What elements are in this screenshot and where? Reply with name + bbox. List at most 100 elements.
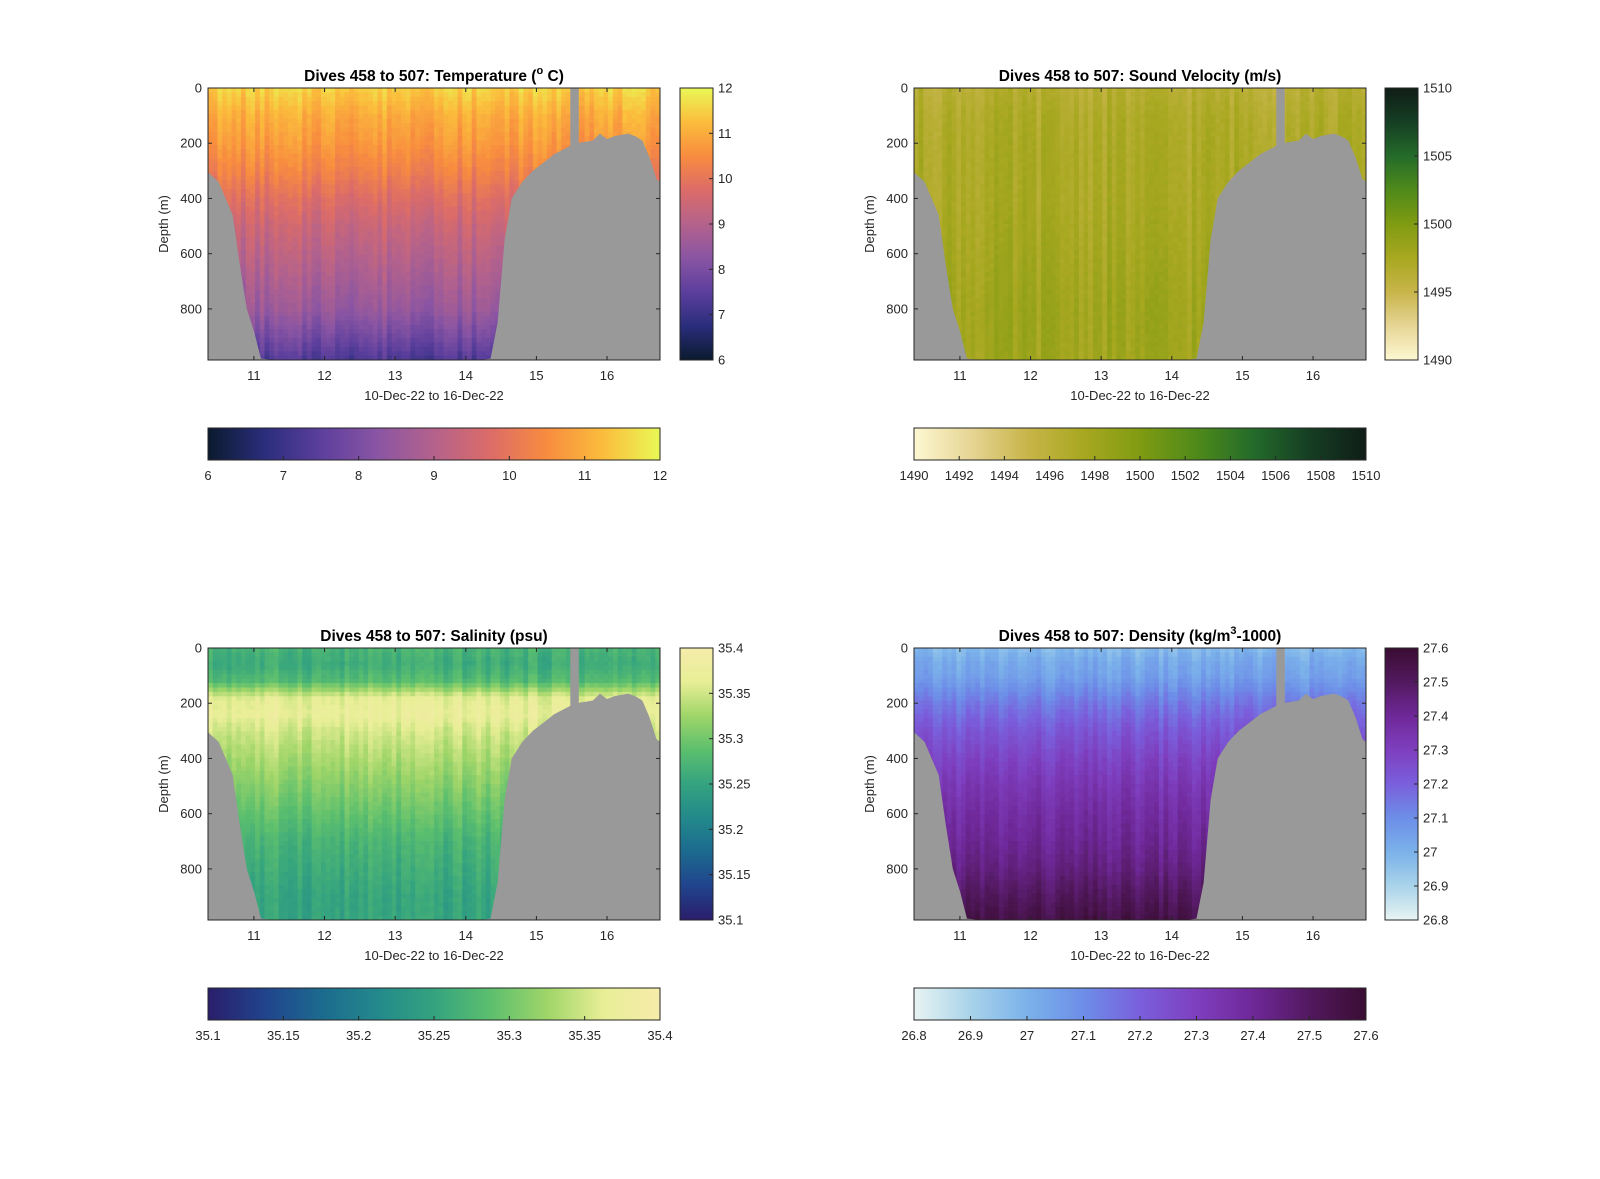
heatmap-cell — [325, 118, 332, 124]
heatmap-cell — [278, 88, 284, 93]
heatmap-cell — [537, 114, 543, 120]
heatmap-cell — [292, 254, 299, 260]
heatmap-cell — [292, 92, 299, 98]
heatmap-cell — [401, 162, 407, 168]
heatmap-cell — [255, 263, 261, 269]
heatmap-cell — [495, 136, 501, 142]
heatmap-cell — [429, 175, 435, 181]
heatmap-cell — [481, 118, 487, 124]
heatmap-cell — [245, 245, 251, 251]
heatmap-cell — [504, 88, 510, 93]
heatmap-cell — [245, 272, 251, 278]
heatmap-cell — [311, 259, 317, 265]
heatmap-cell — [537, 153, 543, 159]
heatmap-cell — [382, 114, 388, 120]
heatmap-cell — [368, 254, 374, 260]
heatmap-cell — [462, 276, 468, 282]
heatmap-cell — [466, 329, 473, 335]
heatmap-cell — [353, 298, 360, 304]
heatmap-cell — [481, 101, 487, 107]
heatmap-cell — [419, 245, 426, 251]
heatmap-cell — [466, 224, 473, 229]
heatmap-cell — [231, 114, 237, 120]
heatmap-cell — [490, 193, 496, 199]
heatmap-cell — [335, 324, 341, 330]
heatmap-cell — [410, 263, 416, 269]
heatmap-cell — [377, 232, 383, 238]
heatmap-cell — [226, 123, 233, 129]
heatmap-cell — [273, 175, 280, 181]
heatmap-cell — [382, 166, 388, 172]
heatmap-cell — [302, 320, 308, 326]
heatmap-cell — [278, 250, 284, 256]
heatmap-cell — [240, 127, 247, 133]
heatmap-cell — [391, 302, 397, 308]
heatmap-cell — [405, 316, 412, 322]
heatmap-cell — [438, 136, 445, 142]
heatmap-cell — [391, 307, 397, 313]
heatmap-cell — [264, 346, 270, 352]
heatmap-cell — [321, 188, 327, 194]
heatmap-cell — [499, 136, 506, 142]
heatmap-cell — [424, 355, 430, 360]
heatmap-cell — [490, 272, 496, 278]
heatmap-cell — [495, 140, 501, 146]
heatmap-cell — [368, 162, 374, 168]
heatmap-cell — [429, 215, 435, 221]
heatmap-cell — [405, 188, 412, 194]
heatmap-cell — [269, 123, 275, 129]
heatmap-cell — [292, 232, 299, 238]
heatmap-cell — [504, 136, 510, 142]
heatmap-cell — [302, 180, 308, 186]
heatmap-cell — [306, 197, 313, 203]
heatmap-cell — [344, 149, 350, 155]
heatmap-cell — [391, 289, 397, 295]
heatmap-cell — [405, 232, 412, 238]
heatmap-cell — [292, 333, 299, 339]
heatmap-cell — [485, 140, 492, 146]
heatmap-cell — [325, 338, 332, 344]
heatmap-cell — [462, 206, 468, 212]
heatmap-cell — [349, 114, 355, 120]
heatmap-cell — [419, 294, 426, 300]
heatmap-cell — [410, 219, 416, 225]
heatmap-cell — [405, 136, 412, 142]
heatmap-cell — [490, 228, 496, 234]
heatmap-cell — [476, 263, 482, 269]
heatmap-cell — [292, 228, 299, 234]
heatmap-cell — [231, 215, 237, 221]
heatmap-cell — [386, 254, 393, 260]
heatmap-cell — [316, 101, 322, 107]
heatmap-cell — [401, 338, 407, 344]
heatmap-cell — [302, 338, 308, 344]
heatmap-cell — [321, 206, 327, 212]
heatmap-cell — [372, 105, 379, 111]
heatmap-cell — [208, 118, 214, 124]
heatmap-cell — [292, 237, 299, 243]
heatmap-cell — [245, 166, 251, 172]
heatmap-cell — [372, 166, 379, 172]
heatmap-cell — [401, 180, 407, 186]
heatmap-cell — [434, 149, 440, 155]
heatmap-cell — [325, 206, 332, 212]
heatmap-cell — [222, 127, 228, 133]
heatmap-cell — [561, 136, 567, 142]
heatmap-cell — [269, 285, 275, 291]
heatmap-cell — [466, 316, 473, 322]
heatmap-cell — [368, 114, 374, 120]
heatmap-cell — [434, 145, 440, 151]
heatmap-cell — [321, 316, 327, 322]
heatmap-cell — [452, 232, 459, 238]
heatmap-cell — [264, 267, 270, 273]
heatmap-cell — [429, 342, 435, 348]
heatmap-cell — [255, 92, 261, 98]
heatmap-cell — [372, 263, 379, 269]
heatmap-cell — [415, 162, 421, 168]
heatmap-cell — [415, 329, 421, 335]
heatmap-cell — [236, 232, 242, 238]
heatmap-cell — [391, 88, 397, 93]
heatmap-cell — [339, 224, 346, 229]
heatmap-cell — [476, 188, 482, 194]
heatmap-cell — [330, 320, 336, 326]
heatmap-cell — [466, 88, 473, 93]
